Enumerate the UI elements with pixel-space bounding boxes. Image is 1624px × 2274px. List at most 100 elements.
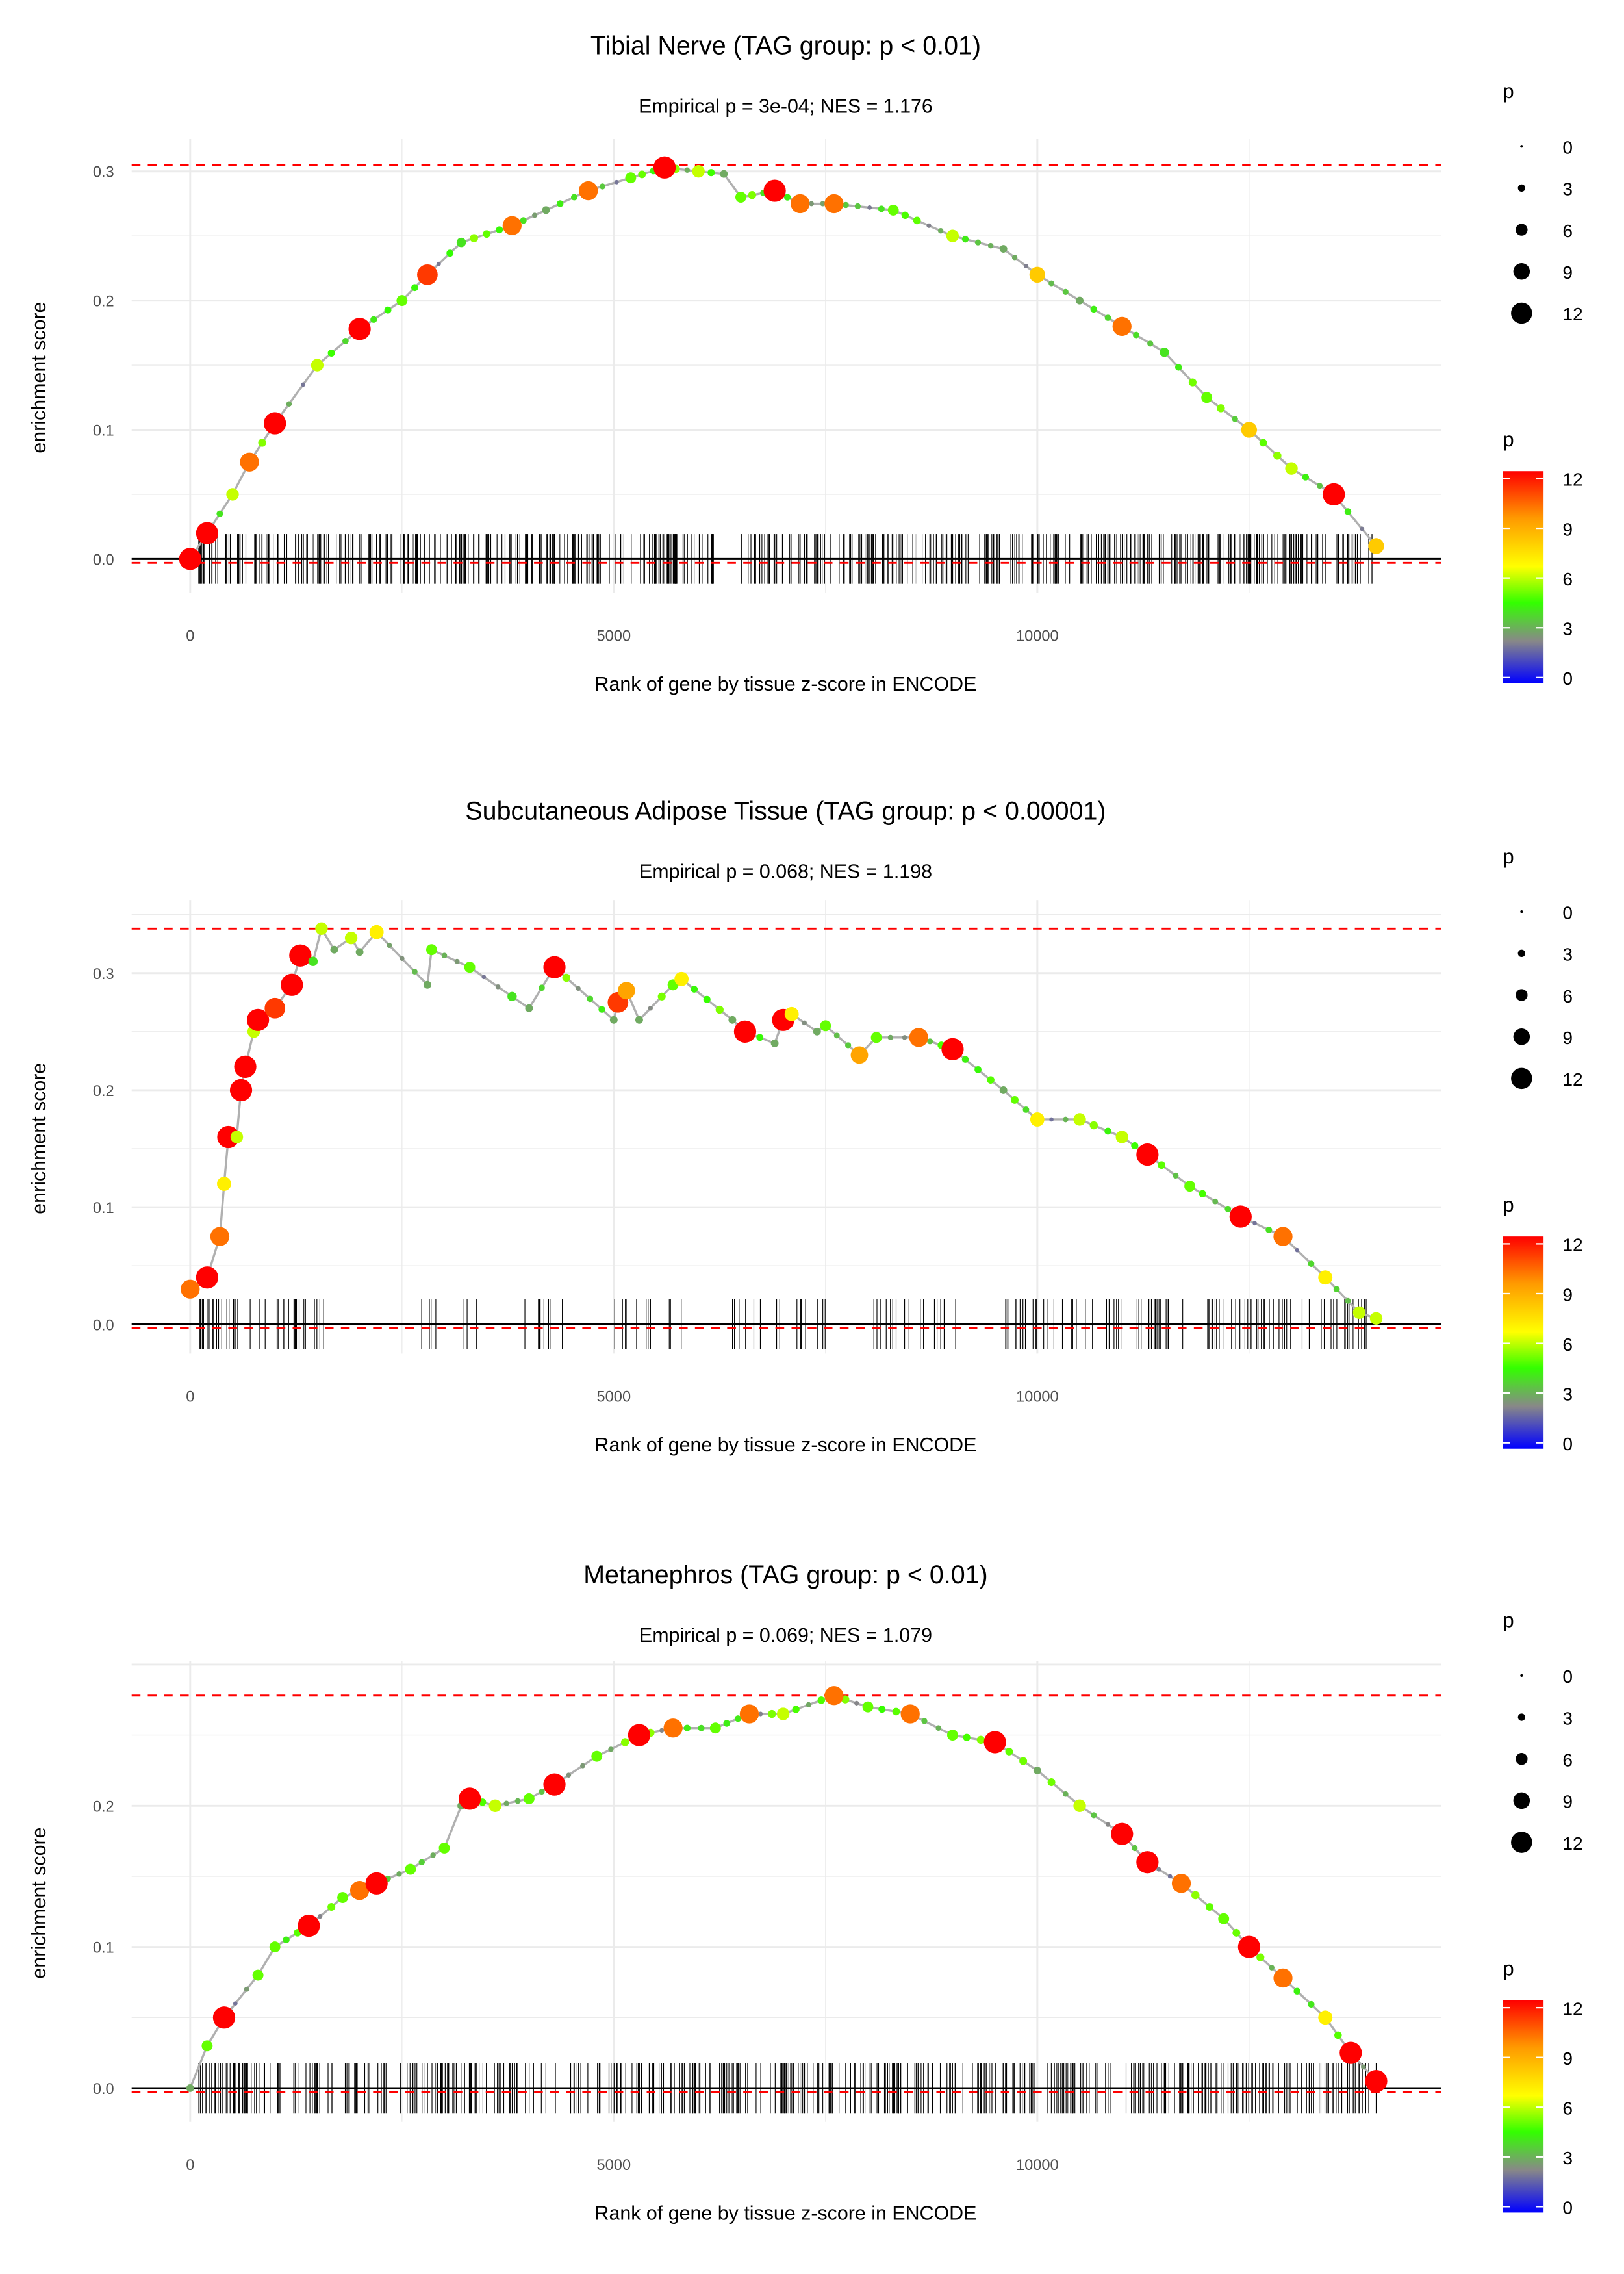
y-tick-label: 0.3 — [93, 164, 114, 181]
es-point-minor — [638, 170, 646, 179]
es-point — [824, 194, 844, 214]
chart-subtitle: Empirical p = 3e-04; NES = 1.176 — [639, 95, 933, 117]
es-point-minor — [1062, 1116, 1069, 1123]
es-point-minor — [833, 1032, 840, 1039]
es-point-minor — [576, 986, 581, 991]
es-point-minor — [892, 1707, 900, 1716]
es-point — [862, 1701, 874, 1713]
chart-panel-1: Tibial Nerve (TAG group: p < 0.01) Empiri… — [28, 31, 1583, 695]
x-tick-label: 10000 — [1016, 628, 1059, 645]
es-point-minor — [1293, 1987, 1301, 1995]
es-point-minor — [1224, 1205, 1232, 1212]
es-point-minor — [614, 179, 619, 185]
y-axis-label: enrichment score — [28, 1827, 50, 1978]
es-point-minor — [514, 1798, 521, 1804]
es-point — [770, 1039, 779, 1047]
es-point-minor — [620, 1738, 629, 1746]
es-point-minor — [1265, 1226, 1273, 1233]
es-point-minor — [587, 995, 594, 1003]
es-point-minor — [396, 1871, 402, 1877]
es-point — [289, 944, 312, 967]
es-point-minor — [1105, 1822, 1111, 1827]
es-point — [438, 1843, 450, 1854]
es-point-minor — [283, 1936, 290, 1943]
es-point — [311, 359, 324, 372]
es-point-minor — [1147, 340, 1154, 347]
es-point — [1136, 1851, 1159, 1874]
es-curve — [189, 925, 1377, 1320]
es-point-minor — [921, 1718, 928, 1724]
es-point-minor — [580, 1763, 585, 1769]
es-point-minor — [867, 205, 872, 210]
legend-color-label: 0 — [1562, 1434, 1573, 1454]
es-point-minor — [1023, 264, 1028, 269]
legend-size-dot — [1517, 184, 1526, 192]
es-point-minor — [1089, 1121, 1098, 1130]
legend-color-label: 0 — [1562, 2198, 1573, 2218]
legend-color-title: p — [1503, 428, 1514, 451]
es-point — [663, 1718, 683, 1738]
es-point — [824, 1686, 844, 1706]
legend-color: p 12 9 6 3 0 — [1503, 1957, 1583, 2218]
es-point-minor — [684, 167, 691, 173]
legend-size-title: p — [1503, 1609, 1514, 1632]
es-point-minor — [399, 956, 405, 962]
legend-size-label: 0 — [1562, 137, 1573, 157]
es-point-minor — [1360, 2064, 1366, 2070]
es-point-minor — [446, 249, 454, 257]
y-tick-label: 0.0 — [93, 1317, 114, 1334]
es-point-minor — [809, 201, 815, 207]
es-point-minor — [974, 1066, 982, 1073]
es-point — [1115, 1131, 1128, 1143]
es-point-minor — [1308, 2000, 1315, 2008]
es-point — [1318, 2010, 1333, 2025]
legend-color-label: 12 — [1562, 470, 1582, 490]
es-point-minor — [1217, 404, 1225, 413]
legend-size-dot — [1513, 263, 1530, 280]
x-axis-label: Rank of gene by tissue z-score in ENCODE — [595, 2203, 977, 2225]
es-point-minor — [233, 2001, 238, 2006]
es-point — [405, 1863, 416, 1875]
x-tick-label: 10000 — [1016, 2157, 1059, 2174]
es-point — [426, 944, 437, 956]
es-point-minor — [342, 338, 349, 344]
legend-size-label: 0 — [1562, 902, 1573, 923]
es-point-minor — [286, 401, 292, 407]
es-point — [229, 1079, 253, 1102]
legend-size-dot — [1520, 145, 1523, 148]
legend-size-label: 3 — [1562, 179, 1573, 199]
es-point — [735, 192, 746, 203]
es-point — [628, 1724, 651, 1746]
es-point-minor — [748, 191, 756, 199]
es-point-minor — [1174, 364, 1182, 371]
es-point — [739, 1704, 759, 1724]
es-point-minor — [1259, 439, 1267, 447]
legend-size-label: 12 — [1562, 1833, 1582, 1854]
es-point — [591, 1750, 603, 1762]
es-point — [543, 1773, 566, 1796]
y-tick-label: 0.3 — [93, 966, 114, 983]
legend-size-label: 6 — [1562, 221, 1573, 241]
es-point — [1273, 1968, 1293, 1988]
es-point-minor — [691, 986, 698, 993]
es-point — [909, 1028, 928, 1047]
es-point-minor — [1344, 508, 1352, 515]
es-point — [1160, 347, 1169, 357]
es-point — [1033, 1766, 1041, 1774]
es-point-minor — [1308, 1260, 1315, 1268]
es-point — [542, 206, 550, 214]
es-point-minor — [520, 217, 527, 224]
es-point — [617, 982, 635, 1000]
es-point — [1171, 1874, 1191, 1893]
es-point-minor — [1302, 474, 1310, 481]
es-point — [201, 2040, 213, 2052]
es-point-minor — [454, 958, 460, 964]
es-point-minor — [470, 234, 478, 242]
es-point — [791, 194, 810, 214]
es-point — [1076, 296, 1084, 305]
es-point-minor — [768, 1709, 776, 1718]
legend-color-label: 6 — [1562, 2099, 1573, 2119]
es-point-minor — [961, 235, 969, 243]
chart-title: Metanephros (TAG group: p < 0.01) — [583, 1561, 987, 1589]
es-point — [269, 1941, 281, 1953]
